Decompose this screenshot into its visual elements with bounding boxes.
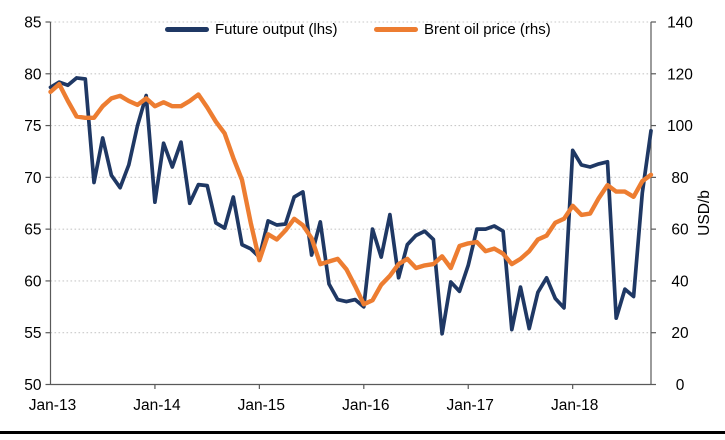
right-axis-tick-label: 120 (667, 66, 693, 83)
right-axis-tick-label: 140 (667, 15, 693, 32)
x-axis-tick-label: Jan-17 (447, 397, 494, 414)
left-axis-tick-label: 70 (24, 170, 42, 187)
x-axis-tick-label: Jan-15 (238, 397, 285, 414)
legend-label-future-output: Future output (lhs) (215, 21, 338, 38)
legend-item-brent-oil-price: Brent oil price (rhs) (374, 21, 551, 38)
legend-item-future-output: Future output (lhs) (165, 21, 338, 38)
right-axis-tick-label: 100 (667, 118, 693, 135)
left-axis-tick-label: 85 (24, 15, 41, 32)
x-axis-tick-label: Jan-16 (342, 397, 389, 414)
right-axis-tick-label: 60 (671, 222, 689, 239)
legend-swatch-brent-oil-price (374, 27, 418, 32)
right-axis-tick-label: 0 (676, 377, 685, 394)
left-axis-tick-label: 65 (24, 222, 41, 239)
x-axis-tick-label: Jan-18 (551, 397, 598, 414)
right-axis-tick-label: 80 (671, 170, 689, 187)
left-axis-tick-label: 75 (24, 118, 41, 135)
x-axis-tick-label: Jan-14 (133, 397, 181, 414)
left-axis-tick-label: 55 (24, 325, 41, 342)
right-axis-tick-label: 20 (671, 325, 689, 342)
future-output-line (48, 76, 653, 336)
bottom-rule (0, 431, 725, 434)
right-axis-title: USD/b (696, 190, 713, 236)
legend-swatch-future-output (165, 27, 209, 32)
legend-label-brent-oil-price: Brent oil price (rhs) (424, 21, 551, 38)
right-axis-tick-label: 40 (671, 273, 689, 290)
left-axis-tick-label: 60 (24, 273, 42, 290)
brent-oil-price-line (48, 81, 654, 307)
left-axis-tick-label: 50 (24, 377, 42, 394)
x-axis-tick-label: Jan-13 (29, 397, 76, 414)
left-axis-tick-label: 80 (24, 66, 42, 83)
